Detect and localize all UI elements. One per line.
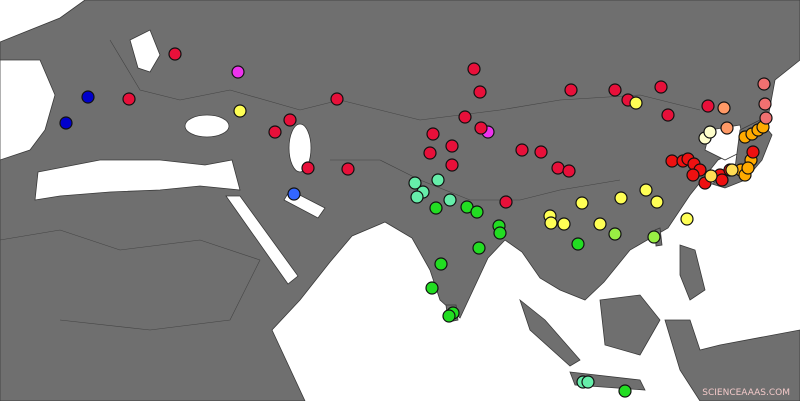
sample-dot — [581, 375, 595, 389]
sample-dot — [470, 205, 484, 219]
sample-dot — [608, 227, 622, 241]
sample-dot — [571, 237, 585, 251]
sample-dot — [515, 143, 529, 157]
sample-dot — [445, 158, 459, 172]
sample-dot — [233, 104, 247, 118]
sample-dot — [287, 187, 301, 201]
sample-dot — [467, 62, 481, 76]
sample-dot — [534, 145, 548, 159]
sample-dot — [639, 183, 653, 197]
sample-dot — [614, 191, 628, 205]
sample-dot — [81, 90, 95, 104]
sample-dot — [650, 195, 664, 209]
atlantic-coast — [0, 59, 56, 161]
sample-dot — [408, 176, 422, 190]
red-sea — [225, 195, 299, 285]
sample-dot — [564, 83, 578, 97]
sample-dot — [431, 173, 445, 187]
sample-dot — [680, 212, 694, 226]
sample-dot — [493, 226, 507, 240]
sample-dot — [544, 216, 558, 230]
sample-dot — [758, 97, 772, 111]
sample-dot — [562, 164, 576, 178]
sample-dot — [301, 161, 315, 175]
sample-dot — [717, 101, 731, 115]
sample-dot — [725, 163, 739, 177]
sample-dot — [759, 111, 773, 125]
sample-dot — [551, 161, 565, 175]
sample-dot — [458, 110, 472, 124]
watermark: SCIENCEAAAS.COM — [702, 388, 790, 398]
sample-dot — [443, 193, 457, 207]
sample-dot — [122, 92, 136, 106]
sample-dot — [423, 146, 437, 160]
sample-dot — [330, 92, 344, 106]
sample-dot — [703, 125, 717, 139]
sample-dot — [268, 125, 282, 139]
borneo — [599, 294, 661, 356]
mediterranean — [34, 159, 241, 201]
sample-dot — [575, 196, 589, 210]
philippines — [679, 244, 706, 301]
sample-dot — [426, 127, 440, 141]
sample-dot — [686, 168, 700, 182]
caspian-sea — [288, 123, 312, 173]
sample-dot — [647, 230, 661, 244]
sulawesi-new-guinea — [664, 319, 800, 401]
country-borders — [0, 229, 261, 331]
sample-dot — [472, 241, 486, 255]
sample-dot — [425, 281, 439, 295]
sample-dot — [434, 257, 448, 271]
sample-dot — [701, 99, 715, 113]
sample-dot — [665, 154, 679, 168]
sample-dot — [445, 139, 459, 153]
sample-dot — [746, 145, 760, 159]
sample-dot — [429, 201, 443, 215]
black-sea — [184, 114, 230, 138]
sample-dot — [283, 113, 297, 127]
sample-points — [59, 47, 773, 398]
sample-dot — [59, 116, 73, 130]
sample-dot — [608, 83, 622, 97]
sample-dot — [704, 169, 718, 183]
sample-dot — [715, 173, 729, 187]
sample-dot — [231, 65, 245, 79]
sample-dot — [629, 96, 643, 110]
sumatra — [519, 298, 581, 367]
sample-dot — [410, 190, 424, 204]
sample-dot — [473, 85, 487, 99]
sample-dot — [341, 162, 355, 176]
sample-dot — [593, 217, 607, 231]
sample-dot — [168, 47, 182, 61]
sample-dot — [720, 121, 734, 135]
sample-dot — [474, 121, 488, 135]
sample-dot — [757, 77, 771, 91]
sample-dot — [661, 108, 675, 122]
sample-dot — [442, 309, 456, 323]
country-borders — [330, 159, 621, 201]
sample-dot — [618, 384, 632, 398]
sample-dot — [557, 217, 571, 231]
sample-dot — [654, 80, 668, 94]
sample-dot — [499, 195, 513, 209]
sample-dot — [741, 161, 755, 175]
baltic-sea — [129, 29, 161, 73]
